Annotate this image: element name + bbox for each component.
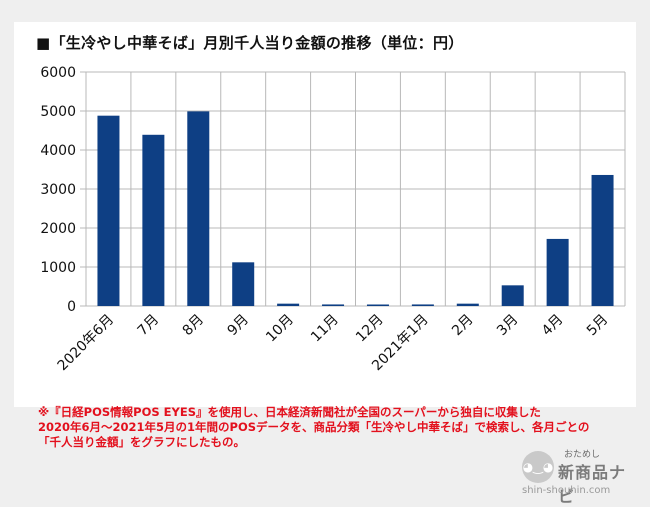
x-tick-label: 2020年6月 xyxy=(55,312,118,375)
bar-12 xyxy=(591,174,614,306)
y-tick-label: 1000 xyxy=(40,260,76,276)
bar-2 xyxy=(142,134,165,306)
y-tick-label: 2000 xyxy=(40,221,76,237)
y-tick-label: 0 xyxy=(67,299,76,315)
x-tick-label: 7月 xyxy=(135,312,163,340)
note-line-3: 「千人当り金額」をグラフにしたもの。 xyxy=(38,435,245,449)
x-tick-label: 10月 xyxy=(263,312,297,346)
bar-3 xyxy=(187,111,210,306)
y-tick-label: 3000 xyxy=(40,182,76,198)
y-tick-label: 5000 xyxy=(40,104,76,120)
logo-small-text: おためし xyxy=(564,450,601,460)
bar-10 xyxy=(501,285,524,306)
source-note: ※『日経POS情報POS EYES』を使用し、日本経済新聞社が全国のスーパーから… xyxy=(38,405,638,450)
bar-7 xyxy=(366,304,389,306)
x-tick-label: 8月 xyxy=(180,312,208,340)
x-tick-label: 2月 xyxy=(449,312,477,340)
x-tick-label: 11月 xyxy=(308,312,342,346)
bar-1 xyxy=(97,115,120,307)
note-line-1: ※『日経POS情報POS EYES』を使用し、日本経済新聞社が全国のスーパーから… xyxy=(38,405,541,419)
logo-main-text: 新商品ナビ xyxy=(558,463,627,506)
x-tick-label: 3月 xyxy=(494,312,522,340)
x-tick-label: 9月 xyxy=(225,312,253,340)
chart-card: ■「生冷やし中華そば」月別千人当り金額の推移（単位：円） 0 1000 2000 30… xyxy=(14,22,636,407)
bar-8 xyxy=(411,304,434,306)
note-line-2: 2020年6月～2021年5月の1年間のPOSデータを、商品分類「生冷やし中華そ… xyxy=(38,420,590,434)
mascot-icon: ◕‿◕ xyxy=(522,451,554,483)
bar-6 xyxy=(322,304,345,306)
bar-11 xyxy=(546,238,569,306)
x-tick-label: 4月 xyxy=(539,312,567,340)
bar-chart: 0 1000 2000 3000 4000 5000 6000 2020年6月 7月 8月 9月 10… xyxy=(40,65,626,375)
y-tick-label: 6000 xyxy=(40,65,76,81)
bar-4 xyxy=(232,262,255,306)
x-tick-label: 12月 xyxy=(353,312,387,346)
logo-url: shin-shouhin.com xyxy=(522,485,611,496)
site-logo: ◕‿◕ おためし 新商品ナビ shin-shouhin.com xyxy=(522,447,642,506)
bar-9 xyxy=(456,303,479,306)
bar-5 xyxy=(277,303,300,306)
chart-title: ■「生冷やし中華そば」月別千人当り金額の推移（単位：円） xyxy=(36,34,464,52)
x-tick-label: 5月 xyxy=(584,312,612,340)
y-tick-label: 4000 xyxy=(40,143,76,159)
